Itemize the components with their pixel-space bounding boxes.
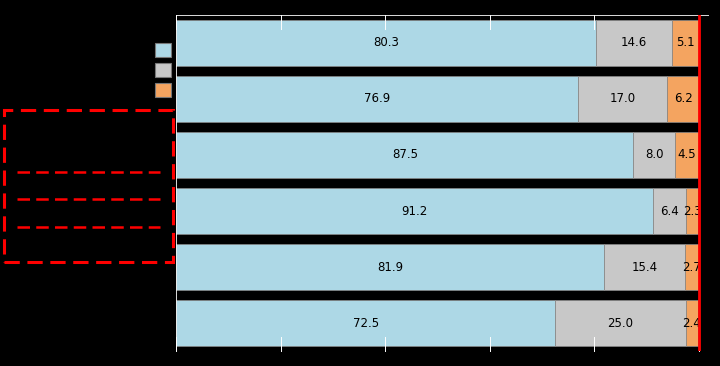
Text: 76.9: 76.9: [364, 92, 390, 105]
Bar: [176, 188, 653, 234]
Bar: [176, 244, 604, 290]
Bar: [672, 20, 698, 66]
Text: 6.4: 6.4: [660, 205, 679, 217]
Bar: [578, 76, 667, 122]
Text: 15.4: 15.4: [631, 261, 657, 274]
Bar: [176, 132, 634, 178]
Text: 8.0: 8.0: [645, 149, 664, 161]
Text: 2.4: 2.4: [683, 317, 701, 330]
Bar: [675, 132, 698, 178]
Bar: [653, 188, 686, 234]
Text: 2.7: 2.7: [683, 261, 701, 274]
Bar: [685, 244, 698, 290]
Bar: [686, 188, 698, 234]
Text: 6.2: 6.2: [674, 92, 693, 105]
Bar: [667, 76, 699, 122]
Text: 5.1: 5.1: [676, 36, 695, 49]
Text: 4.5: 4.5: [678, 149, 696, 161]
Text: 87.5: 87.5: [392, 149, 418, 161]
Bar: [176, 20, 596, 66]
Bar: [176, 76, 578, 122]
Bar: [176, 300, 555, 346]
Text: 25.0: 25.0: [608, 317, 634, 330]
Text: 91.2: 91.2: [402, 205, 428, 217]
Bar: [604, 244, 685, 290]
Bar: [555, 300, 685, 346]
Text: 14.6: 14.6: [621, 36, 647, 49]
Bar: [634, 132, 675, 178]
Text: 80.3: 80.3: [373, 36, 399, 49]
Text: 72.5: 72.5: [353, 317, 379, 330]
Text: 2.3: 2.3: [683, 205, 701, 217]
Text: 81.9: 81.9: [377, 261, 403, 274]
Text: 17.0: 17.0: [609, 92, 636, 105]
Bar: [685, 300, 698, 346]
Bar: [596, 20, 672, 66]
